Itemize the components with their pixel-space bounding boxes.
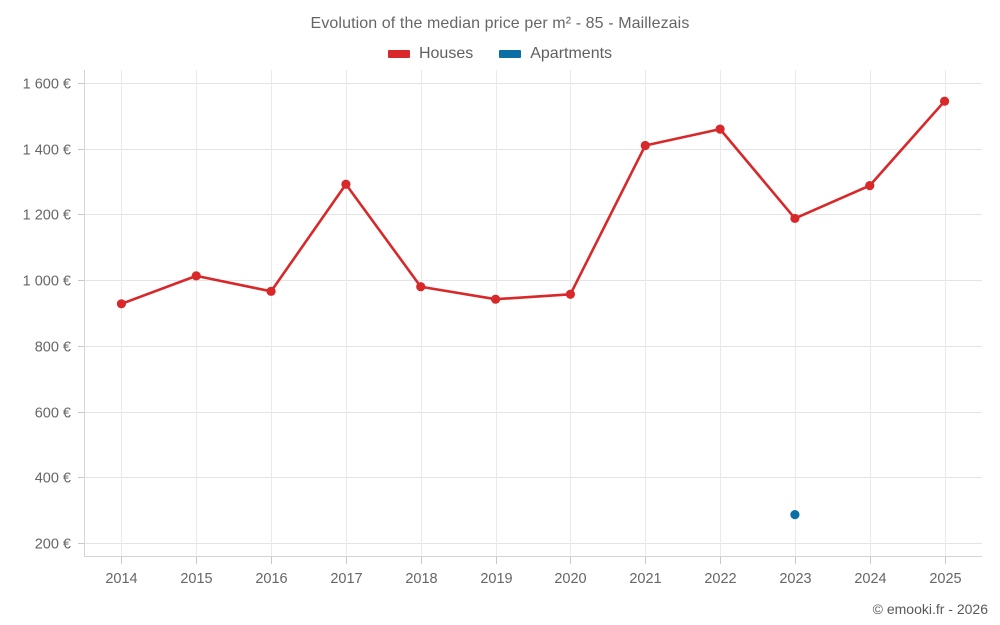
data-point-houses[interactable] [565, 289, 576, 299]
data-point-houses[interactable] [790, 213, 800, 224]
legend-item-apartments[interactable]: Apartments [499, 45, 612, 63]
copyright-credit: © emooki.fr - 2026 [872, 601, 988, 617]
data-point-houses[interactable] [266, 286, 276, 296]
legend-swatch-houses [387, 50, 410, 58]
legend-item-houses[interactable]: Houses [387, 45, 474, 63]
chart-legend: Houses Apartments [0, 45, 1000, 63]
legend-swatch-apartments [499, 50, 522, 58]
data-point-houses[interactable] [116, 299, 127, 309]
data-point-houses[interactable] [490, 294, 501, 304]
y-axis-tick-label: 1 600 € [23, 77, 71, 93]
data-point-houses[interactable] [939, 96, 950, 106]
data-point-houses[interactable] [640, 140, 650, 151]
data-point-houses[interactable] [191, 271, 201, 281]
series-line-houses [120, 99, 946, 306]
data-point-houses[interactable] [715, 124, 725, 134]
legend-label-houses: Houses [418, 45, 474, 62]
data-point-houses[interactable] [341, 179, 351, 189]
x-axis-tick-label: 2022 [704, 571, 736, 587]
y-axis-tick-label: 600 € [35, 406, 71, 422]
x-axis-tick-label: 2014 [105, 571, 137, 587]
data-point-houses[interactable] [416, 282, 426, 292]
x-axis-tick-label: 2017 [330, 571, 362, 587]
data-point-apartments[interactable] [790, 510, 800, 520]
chart-title: Evolution of the median price per m² - 8… [310, 15, 690, 32]
x-axis-tick-label: 2025 [929, 571, 961, 587]
y-axis-tick-label: 400 € [35, 471, 71, 487]
x-axis-tick-label: 2015 [180, 571, 212, 587]
x-axis-tick-label: 2016 [255, 571, 287, 587]
y-axis-tick-label: 800 € [35, 340, 71, 356]
x-axis-tick-label: 2020 [554, 571, 586, 587]
x-axis-tick-label: 2021 [629, 571, 661, 587]
x-axis-tick-label: 2019 [480, 571, 512, 587]
data-point-houses[interactable] [865, 180, 875, 191]
y-axis-tick-label: 1 400 € [23, 143, 71, 159]
y-axis-tick-label: 1 200 € [23, 208, 71, 224]
legend-label-apartments: Apartments [530, 45, 613, 62]
y-axis-tick-label: 1 000 € [23, 274, 71, 290]
x-axis-tick-label: 2024 [854, 571, 886, 587]
y-axis-tick-label: 200 € [35, 537, 71, 553]
x-axis-tick-label: 2018 [405, 571, 437, 587]
x-axis-tick-label: 2023 [779, 571, 811, 587]
